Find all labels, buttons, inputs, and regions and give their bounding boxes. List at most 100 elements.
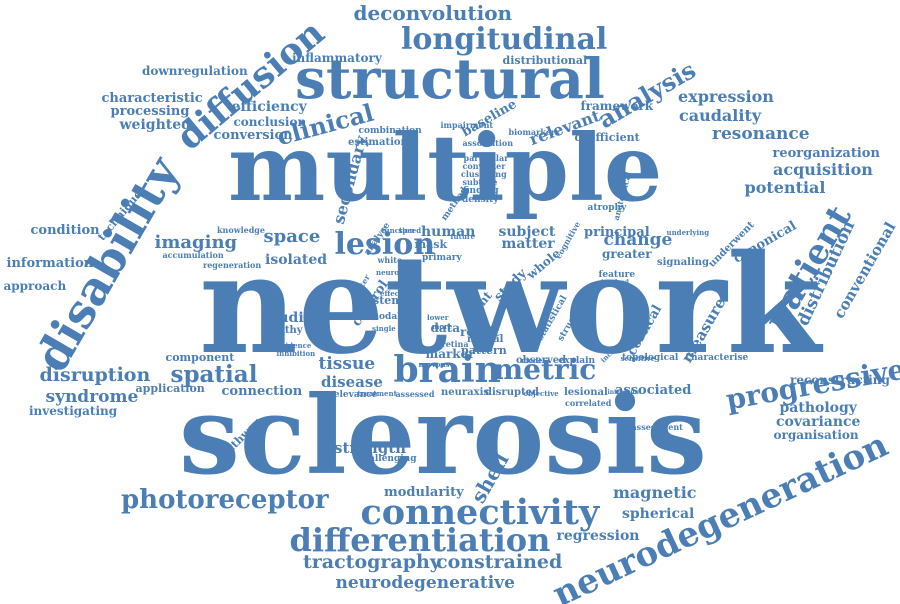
word-25: disruption: [39, 363, 151, 386]
word-44: pathology: [779, 400, 857, 416]
word-55: inflammatory: [292, 51, 382, 65]
word-98: challenging: [357, 453, 417, 464]
word-100: mask: [414, 237, 448, 251]
word-132: assessed: [395, 389, 435, 399]
word-87: data: [430, 321, 460, 335]
word-133: objective: [523, 388, 559, 398]
word-48: efficiency: [231, 99, 307, 115]
word-79: associated: [615, 382, 692, 398]
word-107: topological: [622, 352, 679, 363]
word-105: observed: [516, 355, 567, 366]
word-67: condition: [30, 222, 100, 238]
word-24: spatial: [170, 360, 258, 388]
word-152: future: [450, 231, 476, 241]
word-50: characteristic: [101, 90, 203, 106]
word-127: white: [377, 255, 403, 265]
word-141: function: [381, 225, 415, 235]
word-94: characterise: [685, 352, 749, 363]
word-73: application: [135, 381, 205, 395]
word-21: constrained: [436, 550, 563, 573]
word-142: speed: [398, 225, 422, 235]
word-37: change: [603, 229, 673, 250]
word-3: structural: [295, 45, 605, 111]
word-136: lower: [427, 312, 449, 322]
word-150: single: [372, 323, 396, 333]
word-131: treatment: [357, 388, 397, 398]
word-38: strength: [334, 438, 407, 457]
word-14: metric: [493, 353, 597, 386]
word-29: magnetic: [613, 483, 697, 502]
word-40: regression: [556, 528, 640, 544]
word-130: inhibition: [276, 348, 316, 358]
word-120: density: [462, 194, 499, 205]
word-86: marker: [425, 347, 475, 361]
word-26: imaging: [154, 232, 238, 253]
word-16: deconvolution: [353, 1, 513, 25]
word-147: sensitive: [620, 353, 656, 363]
word-43: disease: [321, 372, 383, 391]
word-68: information: [6, 255, 94, 271]
word-0: network: [199, 225, 821, 385]
word-74: component: [165, 350, 235, 364]
word-51: processing: [110, 103, 190, 119]
word-102: stem: [373, 293, 403, 307]
word-124: accumulation: [162, 250, 224, 260]
word-128: modal: [369, 311, 401, 322]
word-118: subtype: [462, 177, 498, 187]
word-153: model: [521, 355, 546, 365]
word-27: space: [263, 226, 321, 247]
word-41: modularity: [384, 484, 464, 500]
word-106: explain: [558, 355, 596, 366]
word-72: investigating: [29, 404, 118, 418]
word-19: resonance: [712, 123, 810, 144]
word-7: differentiation: [289, 521, 551, 559]
word-110: feature: [598, 269, 636, 280]
word-47: reconstructing: [790, 373, 890, 387]
word-64: isolated: [265, 252, 328, 268]
word-20: tractography: [303, 550, 441, 573]
word-42: tissue: [318, 353, 376, 374]
word-35: acquisition: [773, 160, 873, 179]
word-137: more: [432, 321, 453, 331]
word-138: nervous: [418, 359, 450, 369]
word-117: clustering: [461, 169, 507, 179]
word-54: downregulation: [142, 64, 248, 78]
word-63: matter: [501, 236, 555, 252]
word-109: correlated: [565, 398, 612, 408]
word-10: photoreceptor: [121, 485, 329, 515]
word-46: organisation: [773, 428, 859, 442]
word-108: lesional: [564, 387, 608, 398]
word-76: principal: [584, 224, 650, 240]
word-52: conversion: [213, 127, 293, 143]
word-148: involved: [601, 279, 629, 286]
word-49: weighted: [119, 117, 191, 133]
word-9: brain: [393, 349, 501, 391]
word-57: framework: [580, 99, 654, 113]
word-96: neuraxis: [441, 387, 490, 398]
word-58: reorganization: [772, 145, 880, 161]
word-95: assessment: [631, 422, 683, 432]
word-56: distributional: [502, 53, 588, 67]
word-125: regeneration: [203, 260, 262, 270]
word-116: converter: [462, 161, 506, 171]
word-119: finding: [463, 185, 499, 196]
word-113: biomarkers: [508, 127, 560, 137]
word-123: knowledge: [217, 225, 265, 235]
word-97: disrupted: [485, 387, 539, 398]
word-149: underlying: [666, 227, 710, 237]
word-34: caudality: [679, 106, 762, 125]
word-129: evidence: [277, 340, 312, 350]
word-144: neuron: [376, 267, 405, 277]
word-15: lesion: [334, 227, 436, 262]
word-69: approach: [3, 279, 67, 293]
word-71: connection: [221, 383, 303, 399]
word-112: impairment: [440, 120, 494, 130]
word-111: atrophy: [587, 202, 627, 213]
word-135: retina: [441, 339, 469, 349]
word-101: primary: [422, 252, 462, 263]
word-30: syndrome: [45, 386, 139, 407]
word-143: effect: [380, 288, 403, 298]
word-2: multiple: [228, 114, 663, 222]
word-91: greater: [602, 247, 652, 261]
